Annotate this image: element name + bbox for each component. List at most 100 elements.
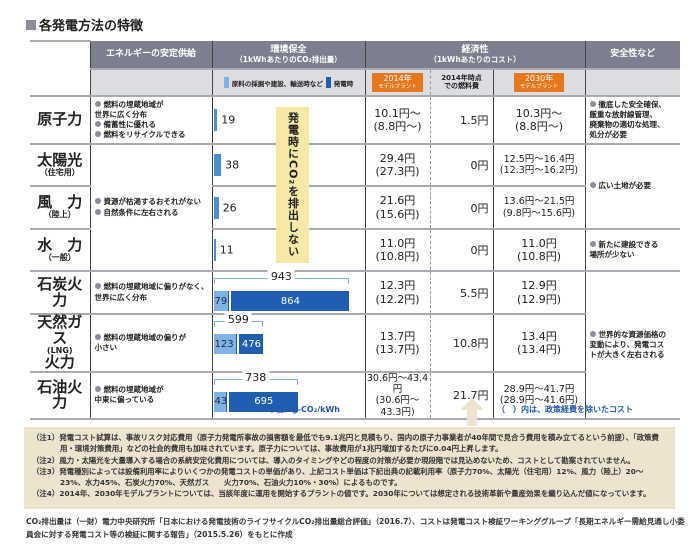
co2-bar-other: 123	[213, 334, 236, 354]
cost-2014: 21.6円 (15.6円)	[364, 186, 430, 230]
co2-cell: 943 79 864	[211, 270, 365, 315]
table-row: 石炭火力 燃料の埋蔵地域に偏りがなく、 世界に広く分布 943 79 864 12.3円 (1…	[30, 270, 681, 421]
supply-cell: 燃料の埋蔵地域が 中東に偏っている	[89, 371, 212, 421]
safety-bullet: 世界的な資源価格の	[590, 330, 681, 340]
cost-2030: 11.0円 (10.8円)	[492, 229, 586, 272]
fuel-cost: 1.5円	[429, 96, 493, 145]
fuel-cost: 0円	[429, 229, 493, 272]
supply-bullet: 燃料をリサイクルできる	[95, 130, 212, 140]
fuel-header: 2014年時点 での燃料費	[429, 69, 493, 97]
cost-2030-excl-policy: (8.8円～)	[514, 120, 564, 133]
method-name-2: 火力	[44, 352, 75, 371]
method-sub: （陸上）	[43, 210, 76, 220]
co2-total-value: 943	[267, 270, 295, 283]
badge-2014-sub: モデルプラント	[378, 83, 417, 90]
header-safety: 安全性など	[584, 41, 681, 70]
fuel-cost: 0円	[429, 186, 493, 230]
cost-2030-value: 13.6円～21.5円	[503, 196, 575, 208]
notes-box: （注1）発電コスト試算は、事故リスク対応費用（原子力発電所事故の損害額を最低でも…	[24, 427, 675, 509]
co2-total-bracket: 738	[213, 370, 298, 385]
supply-bullet: 備蓄性に優れる	[95, 120, 212, 130]
cost-2014-excl-policy: (13.7円)	[375, 342, 420, 356]
cost-2030-excl-policy: (12.3円～16.2円)	[499, 165, 579, 176]
table-row: 水 力（一般） 11 11.0円 (10.8円) 0円 11.0円 (10.8円) 新たに建設…	[30, 229, 681, 272]
method-name-text: 風 力	[37, 193, 83, 212]
co2-cell: 738 43 695	[211, 370, 365, 421]
header-env: 環境保全 （1kWhあたりのCO₂排出量）	[211, 41, 365, 70]
cost-2030: 10.3円～ (8.8円～)	[492, 96, 586, 145]
supply-cell: 燃料の埋蔵地域に偏りがなく、 世界に広く分布	[89, 271, 212, 315]
paren-note: （ ）内は、政策経費を除いたコスト	[497, 405, 633, 414]
co2-value: 26	[222, 201, 237, 214]
note-4: （注4）2014年、2030年モデルプラントについては、当該年度に運用を開始する…	[32, 489, 651, 499]
cost-2030-excl-policy: (9.8円～15.6円)	[502, 207, 576, 219]
cost-2030: 13.4円 (13.4円)	[492, 314, 586, 373]
cost-2014: 30.6円～43.4円 (30.6円～43.3円)	[364, 371, 430, 421]
method-name: 水 力（一般）	[30, 229, 90, 272]
scale-break-icon	[235, 334, 240, 354]
cost-2030: 28.9円～41.7円 (28.9円～41.6円)	[492, 371, 586, 421]
method-name: 原子力	[30, 96, 90, 145]
cost-2014-value: 30.6円～43.4円	[366, 372, 429, 396]
safety-bullet: 廃棄物の適切な処理、	[589, 120, 665, 129]
method-name-text: 太陽光	[37, 150, 83, 169]
co2-bar: 79 864	[213, 291, 350, 311]
co2-bar-generation: 695	[229, 391, 298, 412]
safety-bullet: 厳重な放射線管理、	[589, 109, 658, 119]
cost-2030-excl-policy: (28.9円～41.6円)	[499, 395, 579, 407]
method-name-text: 原子力	[37, 110, 83, 129]
safety-cell: 新たに建設できる 場所が少ない	[584, 229, 681, 272]
supply-subheader	[89, 69, 212, 97]
title-square-icon	[26, 19, 36, 30]
badge-2014-cell: 2014年 モデルプラント	[364, 69, 430, 97]
fuel-cost: 5.5円	[429, 271, 493, 315]
supply-bullet: 自然条件に左右される	[95, 208, 212, 218]
co2-bar-generation: 864	[231, 291, 350, 311]
up-arrow-icon	[460, 398, 484, 426]
co2-bar-other: 43	[213, 391, 227, 412]
header-supply: エネルギーの安定供給	[89, 41, 212, 70]
cost-2014: 10.1円～ (8.8円～)	[364, 96, 430, 145]
safety-cell: 徹底した安全確保、 厳重な放射線管理、 廃棄物の適切な処理、 処分が必要	[584, 96, 681, 145]
supply-cell: 燃料の埋蔵地域が 世界に広く分布 備蓄性に優れる 燃料をリサイクルできる	[89, 96, 212, 145]
cost-2014: 11.0円 (10.8円)	[364, 229, 430, 272]
method-name: 石炭火力	[30, 271, 90, 315]
safety-subheader	[584, 69, 681, 97]
supply-bullet: 燃料の埋蔵地域に偏りがなく、	[95, 282, 212, 292]
co2-value: 11	[219, 243, 234, 257]
supply-cell: 資源が枯渇するおそれがない 自然条件に左右される	[89, 144, 212, 272]
corner-cell	[30, 40, 90, 97]
co2-total-value: 599	[224, 313, 252, 326]
env-legend: 原料の採掘や建設、輸送時など 発電時	[211, 69, 365, 97]
co2-total-bracket: 599	[213, 313, 264, 327]
badge-2014: 2014年 モデルプラント	[372, 73, 423, 92]
co2-bar	[213, 109, 218, 131]
legend-dark-swatch	[325, 77, 331, 88]
header-econ: 経済性 （1kWhあたりのコスト）	[364, 41, 586, 70]
cost-2014: 29.4円 (27.3円)	[364, 144, 430, 187]
table-row: 石油火力 燃料の埋蔵地域が 中東に偏っている 738 43 695 30.6円～43.4円(…	[30, 370, 680, 421]
co2-value: 38	[225, 158, 240, 172]
env-title: 環境保全	[270, 44, 307, 55]
co2-bar-other: 79	[213, 291, 228, 311]
cost-2014-excl-policy: (27.3円)	[375, 165, 420, 178]
cost-2014-value: 21.6円	[379, 194, 416, 208]
scale-break-icon	[227, 291, 232, 311]
badge-2030-sub: モデルプラント	[519, 83, 559, 90]
fuel-cost: 21.7円	[429, 371, 493, 421]
supply-bullet: 資源が枯渇するおそれがない	[95, 197, 212, 207]
safety-cell: 世界的な資源価格の 変動により、発電コス トが大きく左右される	[584, 271, 681, 421]
no-co2-label: 発電時にCO₂を排出しない	[276, 107, 309, 263]
safety-bullet: トが大きく左右される	[589, 350, 665, 360]
method-name: 太陽光 （住宅用）	[30, 144, 90, 187]
safety-bullet: 変動により、発電コス	[589, 340, 665, 350]
table-row: 原子力 燃料の埋蔵地域が 世界に広く分布 備蓄性に優れる 燃料をリサイクルできる 19 10…	[30, 96, 681, 145]
econ-title: 経済性	[461, 44, 489, 55]
supply-bullet: 燃料の埋蔵地域の偏りが	[95, 333, 212, 343]
cost-2030-value: 13.4円	[521, 329, 557, 343]
cost-2014: 13.7円 (13.7円)	[364, 314, 430, 373]
source-footer: CO₂排出量は（一財）電力中央研究所「日本における発電技術のライフサイクルCO₂…	[26, 517, 685, 539]
env-subtitle: （1kWhあたりのCO₂排出量）	[235, 55, 342, 65]
method-sub: (LNG)	[46, 345, 73, 355]
econ-subtitle: （1kWhあたりのコスト）	[429, 55, 521, 65]
